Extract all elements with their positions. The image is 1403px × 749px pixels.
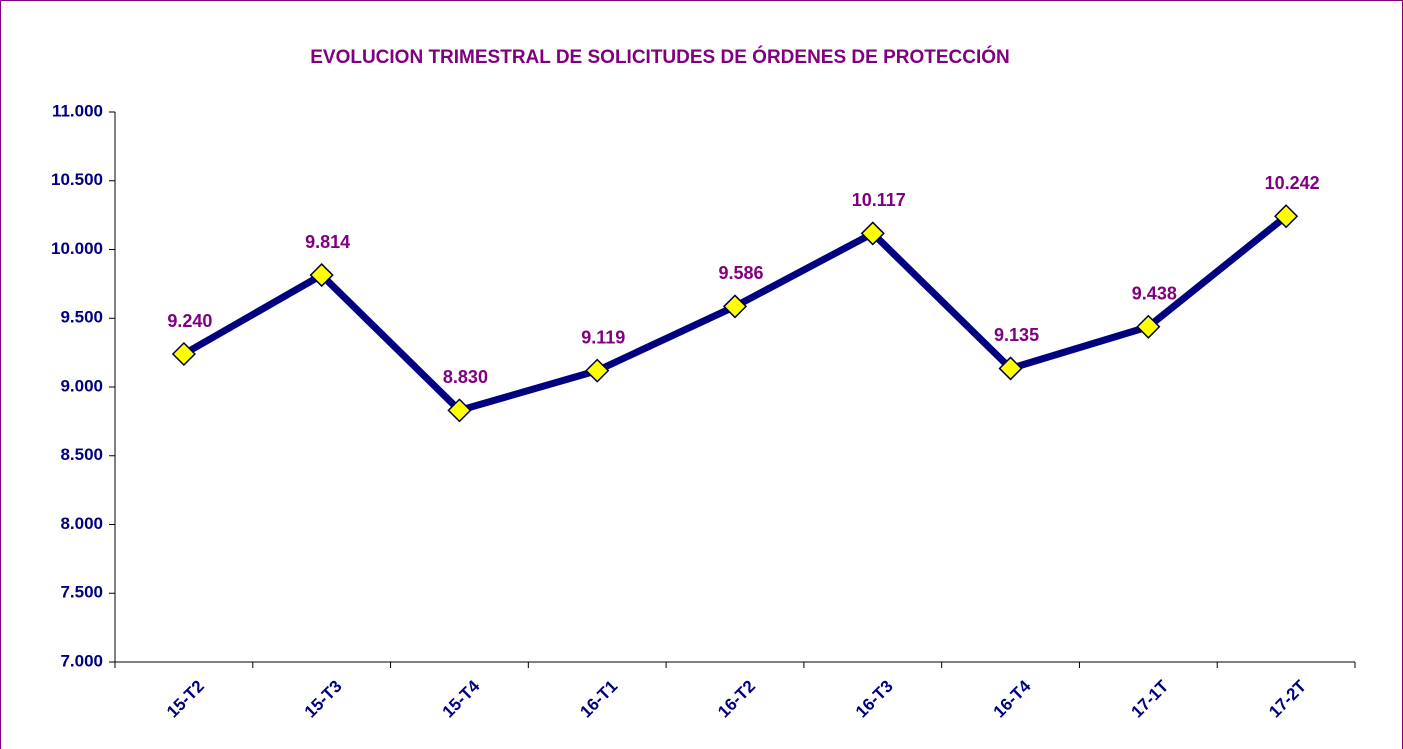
- y-tick-label: 8.000: [60, 514, 103, 533]
- chart-title: EVOLUCION TRIMESTRAL DE SOLICITUDES DE Ó…: [310, 46, 1010, 68]
- y-tick-label: 9.000: [60, 376, 103, 395]
- marker: [171, 341, 196, 367]
- y-tick-label: 10.000: [51, 239, 103, 258]
- value-label: 10.117: [852, 190, 906, 210]
- marker: [447, 398, 472, 423]
- y-tick-label: 7.000: [60, 651, 103, 670]
- y-tick-label: 9.500: [60, 308, 103, 327]
- y-tick-label: 8.500: [60, 445, 103, 464]
- value-label: 9.814: [305, 232, 350, 252]
- value-label: 9.135: [994, 325, 1039, 345]
- y-tick-label: 11.000: [52, 101, 103, 120]
- value-label: 8.830: [443, 367, 488, 387]
- marker: [1136, 314, 1161, 339]
- value-label: 10.242: [1265, 173, 1320, 193]
- y-tick-label: 7.500: [60, 583, 103, 602]
- y-tick-label: 10.500: [51, 170, 103, 189]
- value-label: 9.586: [718, 263, 763, 283]
- marker: [1274, 204, 1299, 229]
- value-label: 9.438: [1132, 284, 1177, 304]
- marker: [998, 356, 1023, 381]
- value-label: 9.240: [167, 311, 212, 331]
- marker: [860, 221, 885, 246]
- value-label: 9.119: [581, 327, 625, 347]
- marker: [585, 358, 610, 383]
- marker: [722, 294, 748, 319]
- marker: [309, 263, 334, 288]
